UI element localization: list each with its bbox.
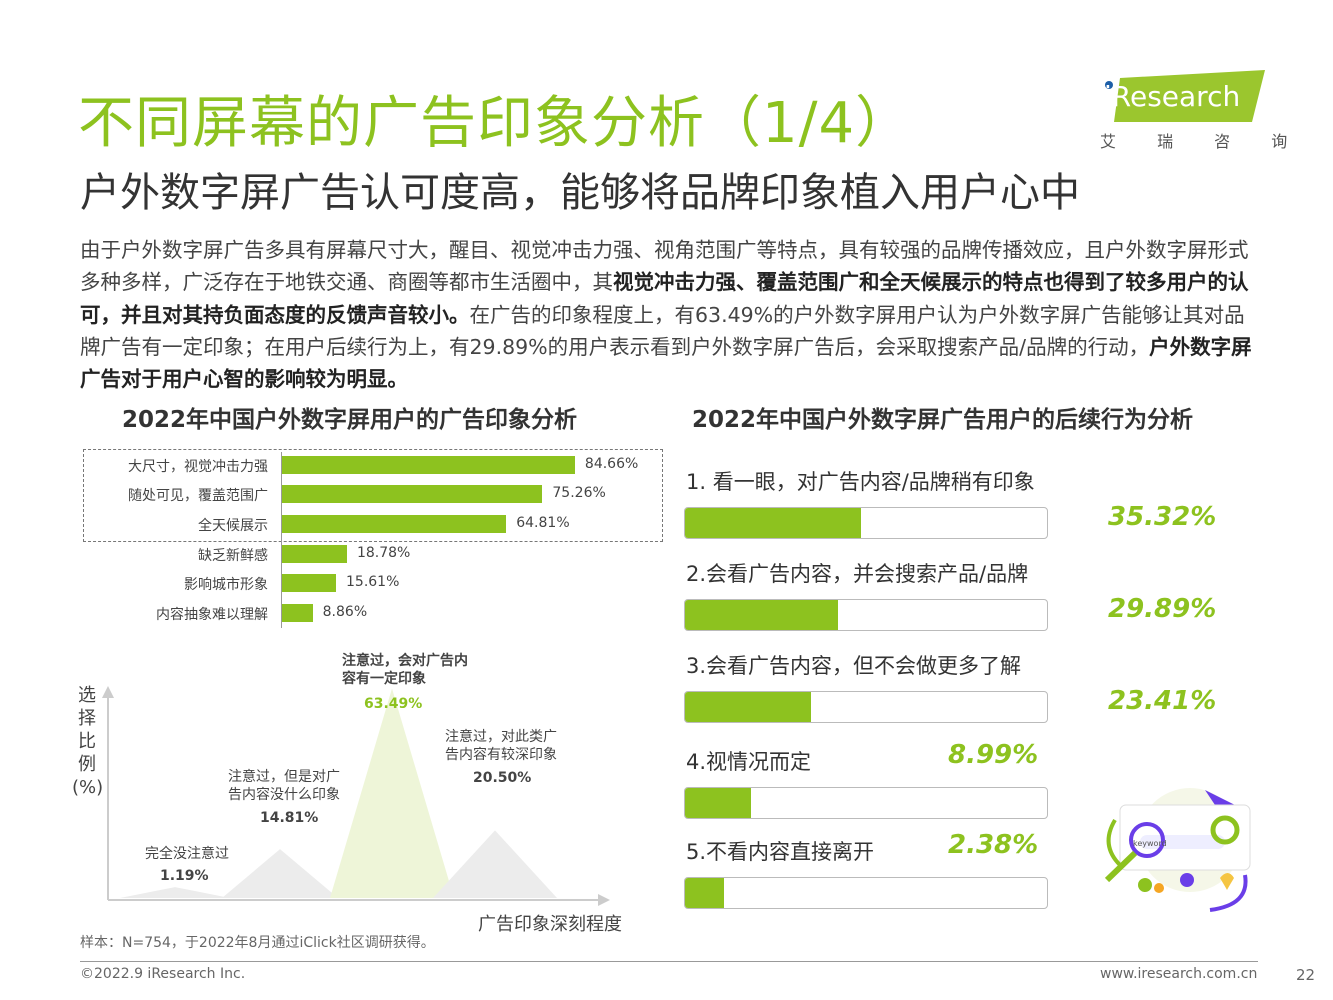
logo-text: iResearch (1104, 80, 1241, 113)
summary-paragraph: 由于户外数字屏广告多具有屏幕尺寸大，醒目、视觉冲击力强、视角范围广等特点，具有较… (80, 238, 1252, 392)
mountain-category-label: 完全没注意过 (145, 846, 229, 862)
bar-value-label: 64.81% (516, 515, 570, 531)
progress-track (684, 787, 1048, 819)
y-axis-label: 选择比例(%) (72, 685, 104, 798)
behavior-value: 23.41% (1108, 686, 1217, 716)
progress-track (684, 599, 1048, 631)
progress-track (684, 691, 1048, 723)
behavior-label: 3.会看广告内容，但不会做更多了解 (686, 654, 1022, 678)
bar (282, 545, 347, 563)
keyword-text: keyword (1133, 839, 1167, 848)
mountain-peak (120, 887, 230, 898)
bar-category-label: 随处可见，覆盖范围广 (128, 488, 268, 504)
website-link[interactable]: www.iresearch.com.cn (1100, 966, 1258, 982)
behavior-value: 29.89% (1108, 594, 1217, 624)
sample-note: 样本：N=754，于2022年8月通过iClick社区调研获得。 (80, 935, 435, 951)
mountain-chart (102, 686, 610, 906)
mountain-value-label: 20.50% (473, 770, 532, 786)
bar (282, 604, 313, 622)
bar-value-label: 75.26% (552, 485, 606, 501)
mountain-category-label: 注意过，会对广告内容有一定印象 (342, 653, 468, 687)
bar-value-label: 8.86% (322, 604, 368, 620)
mountain-peak (222, 849, 338, 898)
behavior-label: 1. 看一眼，对广告内容/品牌稍有印象 (686, 470, 1035, 494)
logo-banner-icon (1105, 70, 1265, 122)
mountain-category-label: 注意过，但是对广告内容没什么印象 (228, 769, 340, 803)
bar-category-label: 大尺寸，视觉冲击力强 (128, 459, 268, 475)
mountain-value-label: 63.49% (364, 696, 423, 712)
logo-cn: 艾 瑞 咨 询 (1100, 132, 1306, 151)
x-axis-label: 广告印象深刻程度 (478, 914, 622, 935)
bar (282, 456, 575, 474)
bar-value-label: 84.66% (584, 456, 639, 472)
page-number: 22 (1296, 966, 1316, 984)
copyright: ©2022.9 iResearch Inc. (80, 966, 246, 982)
progress-fill (685, 788, 752, 818)
bar-category-label: 全天候展示 (198, 518, 268, 534)
behavior-label: 5.不看内容直接离开 (686, 840, 875, 864)
mountain-category-label: 注意过，对此类广告内容有较深印象 (445, 729, 557, 763)
mountain-peak (330, 688, 454, 898)
mountain-peak (433, 830, 557, 898)
search-illustration-icon: keyword (1104, 788, 1251, 912)
y-axis-arrow-icon (102, 686, 114, 698)
behavior-label: 2.会看广告内容，并会搜索产品/品牌 (686, 562, 1029, 586)
bar-value-label: 18.78% (356, 545, 411, 561)
progress-fill (685, 692, 812, 722)
progress-track (684, 507, 1048, 539)
progress-fill (685, 878, 724, 908)
bar (282, 574, 336, 592)
bar (282, 485, 543, 503)
footer-divider (80, 961, 1258, 962)
highlight-box (83, 449, 663, 542)
behavior-value: 35.32% (1108, 502, 1217, 532)
behavior-label: 4.视情况而定 (686, 750, 812, 774)
iresearch-logo: iResearch 艾 瑞 咨 询 (1100, 70, 1287, 151)
page-title: 不同屏幕的广告印象分析（1/4） (78, 91, 913, 156)
bar-axis (281, 452, 282, 628)
bar-category-label: 影响城市形象 (184, 577, 268, 593)
bar-value-label: 15.61% (346, 574, 400, 590)
x-axis-arrow-icon (598, 894, 610, 906)
left-chart-title: 2022年中国户外数字屏用户的广告印象分析 (122, 407, 578, 433)
behavior-value: 8.99% (948, 740, 1039, 770)
behavior-value: 2.38% (948, 830, 1039, 860)
bar-category-label: 内容抽象难以理解 (156, 607, 268, 623)
mountain-value-label: 14.81% (260, 810, 319, 826)
mountain-value-label: 1.19% (160, 868, 209, 884)
progress-fill (685, 600, 839, 630)
bar-category-label: 缺乏新鲜感 (198, 548, 268, 564)
bar (282, 515, 507, 533)
progress-track (684, 877, 1048, 909)
page-subtitle: 户外数字屏广告认可度高，能够将品牌印象植入用户心中 (80, 170, 1080, 216)
progress-fill (685, 508, 861, 538)
right-chart-title: 2022年中国户外数字屏广告用户的后续行为分析 (692, 407, 1194, 433)
